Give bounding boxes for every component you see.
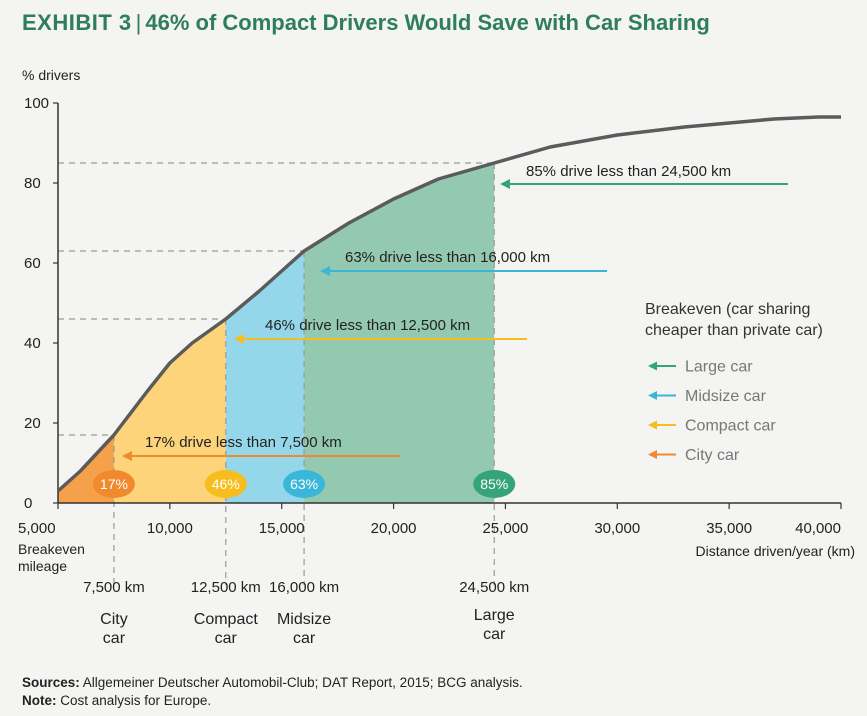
x-tick-label: 40,000 — [795, 520, 841, 537]
footer: Sources: Allgemeiner Deutscher Automobil… — [22, 674, 523, 710]
title-text: 46% of Compact Drivers Would Save with C… — [145, 10, 710, 35]
mileage-label-city-car: 7,500 km — [83, 579, 145, 596]
bubble-compact-car — [204, 470, 247, 498]
sources-label: Sources: — [22, 675, 80, 690]
bubble-label-large-car: 85% — [480, 476, 508, 492]
mileage-label-large-car: 24,500 km — [459, 579, 529, 596]
legend-arrow-head-midsize-car — [648, 391, 657, 400]
category-line2-compact-car: car — [215, 630, 238, 647]
legend-label-large-car: Large car — [685, 359, 753, 376]
category-line2-midsize-car: car — [293, 630, 316, 647]
bubble-label-compact-car: 46% — [212, 476, 240, 492]
fill-large-car — [304, 163, 495, 503]
arrow-head-compact-car — [234, 334, 244, 344]
category-line2-large-car: car — [483, 626, 506, 643]
mileage-label-midsize-car: 16,000 km — [269, 579, 339, 596]
breakeven-label-line1: Breakeven — [18, 541, 85, 557]
curve-layer — [56, 115, 841, 493]
y-tick-label: 40 — [24, 335, 41, 352]
legend: Breakeven (car sharing cheaper than priva… — [645, 301, 823, 464]
y-tick-label: 80 — [24, 175, 41, 192]
mileage-label-compact-car: 12,500 km — [191, 579, 261, 596]
annotations: 17% drive less than 7,500 km 17% 46% drive… — [92, 163, 788, 498]
area-chart: % drivers 0 20 40 60 80 100 5,000 10,000 15,000 20… — [18, 67, 855, 647]
legend-label-city-car: City car — [685, 447, 740, 464]
bubble-label-city-car: 17% — [100, 476, 128, 492]
category-line1-compact-car: Compact — [194, 611, 259, 628]
guide-lines — [58, 162, 495, 585]
title-separator: | — [135, 10, 142, 35]
axes: % drivers 0 20 40 60 80 100 5,000 10,000 15,000 20… — [18, 67, 855, 574]
x-tick-label: 30,000 — [594, 520, 640, 537]
category-line2-city-car: car — [103, 630, 126, 647]
bubble-midsize-car — [283, 470, 326, 498]
bubble-city-car — [92, 470, 135, 498]
cumulative-curve — [56, 115, 841, 493]
x-tick-label: 20,000 — [371, 520, 417, 537]
x-tick-label: 10,000 — [147, 520, 193, 537]
category-line1-midsize-car: Midsize — [277, 611, 331, 628]
legend-label-midsize-car: Midsize car — [685, 388, 767, 405]
legend-label-compact-car: Compact car — [685, 418, 776, 435]
category-line1-city-car: City — [100, 611, 128, 628]
y-tick-label: 60 — [24, 255, 41, 272]
exhibit-label: EXHIBIT 3 — [22, 10, 132, 35]
fill-midsize-car — [225, 251, 305, 503]
note-label: Note: — [22, 693, 57, 708]
note-text: Cost analysis for Europe. — [60, 693, 212, 708]
y-tick-label: 0 — [24, 495, 32, 512]
category-line1-large-car: Large — [474, 607, 515, 624]
y-tick-label: 100 — [24, 95, 49, 112]
sources-text: Allgemeiner Deutscher Automobil-Club; DA… — [82, 675, 523, 690]
note-line: Note: Cost analysis for Europe. — [22, 692, 523, 710]
legend-arrow-head-city-car — [648, 450, 657, 459]
breakeven-label-line2: mileage — [18, 558, 67, 574]
breakeven-labels: 7,500 km City car 12,500 km Compact car 16,000… — [83, 579, 529, 647]
y-axis-label: % drivers — [22, 67, 80, 83]
x-tick-label: 35,000 — [706, 520, 752, 537]
x-tick-label: 5,000 — [18, 520, 56, 537]
legend-title-line2: cheaper than private car) — [645, 322, 823, 339]
annotation-midsize-car: 63% drive less than 16,000 km — [345, 249, 550, 266]
x-tick-label: 25,000 — [482, 520, 528, 537]
legend-title-line1: Breakeven (car sharing — [645, 301, 810, 318]
x-axis-label: Distance driven/year (km) — [696, 543, 856, 559]
legend-arrow-head-compact-car — [648, 420, 657, 430]
arrow-head-midsize-car — [320, 266, 330, 276]
sources-line: Sources: Allgemeiner Deutscher Automobil… — [22, 674, 523, 692]
annotation-large-car: 85% drive less than 24,500 km — [526, 163, 731, 180]
bubble-label-midsize-car: 63% — [290, 476, 318, 492]
chart-title: EXHIBIT 3 | 46% of Compact Drivers Would S… — [22, 10, 710, 36]
annotation-compact-car: 46% drive less than 12,500 km — [265, 317, 470, 334]
bubble-large-car — [473, 470, 516, 498]
x-tick-label: 15,000 — [259, 520, 305, 537]
arrow-head-city-car — [122, 451, 132, 461]
legend-arrow-head-large-car — [648, 361, 657, 371]
annotation-city-car: 17% drive less than 7,500 km — [145, 434, 342, 451]
arrow-head-large-car — [500, 179, 510, 189]
y-tick-label: 20 — [24, 415, 41, 432]
